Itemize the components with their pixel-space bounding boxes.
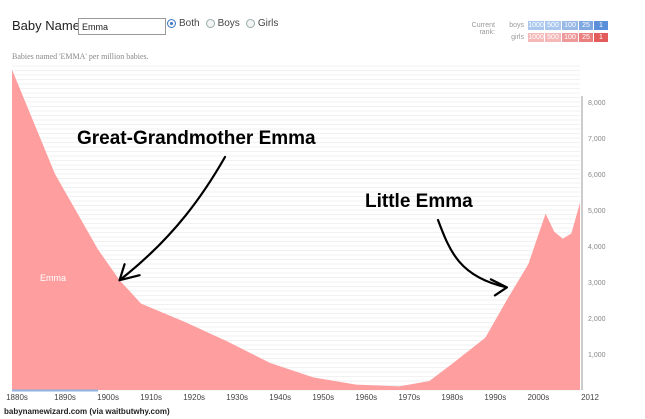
radio-boys-button[interactable]: [205, 19, 215, 28]
gender-radio-group: Both Boys Girls: [167, 18, 284, 29]
series-label: Emma: [40, 273, 66, 283]
rank-boys-row: 1000 500 100 25 1: [527, 21, 608, 30]
y-tick-label: 4,000: [588, 244, 606, 251]
radio-girls-button[interactable]: [245, 19, 255, 28]
x-tick-label: 1960s: [355, 393, 377, 402]
radio-girls[interactable]: Girls: [245, 18, 279, 29]
x-tick-label: 1950s: [312, 393, 334, 402]
y-tick-label: 8,000: [588, 100, 606, 107]
arrowhead-little-emma: [489, 278, 508, 297]
annotation-little-emma: Little Emma: [365, 191, 473, 212]
radio-boys[interactable]: Boys: [205, 18, 240, 29]
x-tick-label: 1880s: [6, 393, 28, 402]
radio-both-button[interactable]: [167, 19, 176, 28]
x-tick-label: 1930s: [226, 393, 248, 402]
x-tick-label: 1980s: [441, 393, 463, 402]
y-tick-label: 5,000: [588, 208, 606, 215]
rank-boys-cell: 100: [562, 21, 578, 30]
chart-subtitle: Babies named 'EMMA' per million babies.: [12, 52, 149, 61]
y-tick-label: 3,000: [588, 280, 606, 287]
rank-boys-cell: 1: [594, 21, 608, 30]
baby-name-input[interactable]: [78, 18, 166, 35]
y-tick-label: 6,000: [588, 172, 606, 179]
emma-popularity-chart: Emma 1,000 2,000 3,000 4,000 5,000 6,000 7,000 8…: [6, 65, 606, 402]
x-tick-label: 1910s: [140, 393, 162, 402]
rank-boys-cell: 500: [545, 21, 561, 30]
x-tick-label: 1890s: [54, 393, 76, 402]
rank-girls-cell: 500: [545, 33, 561, 42]
radio-boys-label: Boys: [217, 18, 240, 29]
rank-girls-cell: 1: [594, 33, 608, 42]
x-tick-label: 1970s: [398, 393, 420, 402]
x-tick-label: 1920s: [183, 393, 205, 402]
x-tick-label: 1900s: [97, 393, 119, 402]
rank-girls-label: girls: [511, 34, 524, 41]
x-tick-label: 2012: [581, 393, 599, 402]
y-tick-label: 7,000: [588, 136, 606, 143]
rank-boys-label: boys: [509, 22, 524, 29]
y-tick-label: 1,000: [588, 352, 606, 359]
rank-boys-cell: 1000: [528, 21, 544, 30]
rank-girls-cell: 1000: [528, 33, 544, 42]
rank-girls-cell: 25: [579, 33, 593, 42]
radio-girls-label: Girls: [257, 18, 279, 29]
arrow-little-emma: [436, 218, 508, 289]
radio-both[interactable]: Both: [167, 18, 200, 29]
arrowhead-great-grandmother: [118, 263, 141, 282]
x-tick-label: 2000s: [527, 393, 549, 402]
x-tick-label: 1940s: [269, 393, 291, 402]
source-credit: babynamewizard.com (via waitbutwhy.com): [4, 407, 170, 416]
page-title: Baby Name >: [12, 18, 92, 33]
y-tick-label: 2,000: [588, 316, 606, 323]
radio-both-label: Both: [179, 18, 200, 29]
arrow-great-grandmother: [118, 155, 227, 282]
x-tick-label: 1990s: [484, 393, 506, 402]
rank-girls-cell: 100: [562, 33, 578, 42]
rank-boys-cell: 25: [579, 21, 593, 30]
annotation-great-grandmother: Great-Grandmother Emma: [77, 128, 316, 149]
rank-girls-row: 1000 500 100 25 1: [527, 33, 608, 42]
emma-area: [12, 69, 580, 390]
current-rank-label: Current rank:: [471, 22, 495, 36]
